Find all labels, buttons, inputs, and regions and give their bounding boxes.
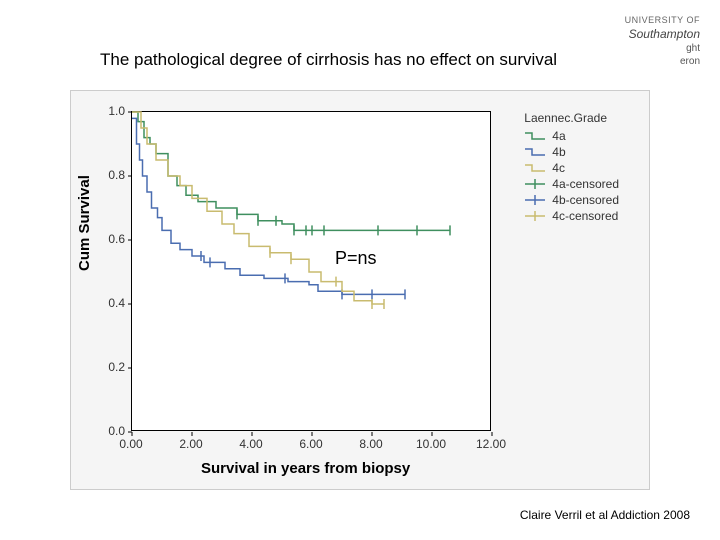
uni-name: Southampton <box>625 27 700 43</box>
x-tick-label: 8.00 <box>351 437 391 451</box>
legend-label: 4c-censored <box>552 209 618 223</box>
legend-censor-icon <box>524 194 546 206</box>
p-value-annotation: P=ns <box>335 248 377 269</box>
legend-item: 4c-censored <box>524 209 619 223</box>
legend-label: 4b <box>552 145 565 159</box>
survival-chart: Cum Survival Survival in years from biop… <box>70 90 650 490</box>
chart-legend: Laennec.Grade 4a 4b 4c 4a-censored 4b-censor… <box>524 111 619 225</box>
x-tick-label: 10.00 <box>411 437 451 451</box>
y-tick-label: 0.4 <box>95 296 125 310</box>
x-tick-label: 4.00 <box>231 437 271 451</box>
legend-step-icon <box>524 162 546 174</box>
legend-censor-icon <box>524 210 546 222</box>
legend-item: 4a <box>524 129 619 143</box>
plot-area <box>131 111 491 431</box>
header-fragment: UNIVERSITY OF Southampton ght eron <box>625 15 700 68</box>
x-tick-label: 6.00 <box>291 437 331 451</box>
y-tick-label: 0.8 <box>95 168 125 182</box>
x-tick-label: 0.00 <box>111 437 151 451</box>
y-tick-label: 0.0 <box>95 424 125 438</box>
legend-censor-icon <box>524 178 546 190</box>
legend-item: 4b <box>524 145 619 159</box>
legend-title: Laennec.Grade <box>524 111 619 125</box>
y-tick-label: 0.6 <box>95 232 125 246</box>
frag-line-1: ght <box>625 42 700 55</box>
legend-label: 4c <box>552 161 565 175</box>
citation: Claire Verril et al Addiction 2008 <box>520 508 690 522</box>
y-tick-label: 1.0 <box>95 104 125 118</box>
legend-label: 4a <box>552 129 565 143</box>
page-title: The pathological degree of cirrhosis has… <box>100 50 557 70</box>
legend-item: 4c <box>524 161 619 175</box>
x-tick-label: 12.00 <box>471 437 511 451</box>
x-tick-label: 2.00 <box>171 437 211 451</box>
legend-step-icon <box>524 146 546 158</box>
legend-step-icon <box>524 130 546 142</box>
legend-item: 4b-censored <box>524 193 619 207</box>
legend-label: 4b-censored <box>552 193 619 207</box>
x-axis-label: Survival in years from biopsy <box>201 460 410 477</box>
y-tick-label: 0.2 <box>95 360 125 374</box>
legend-item: 4a-censored <box>524 177 619 191</box>
y-axis-label: Cum Survival <box>76 175 93 271</box>
uni-of: UNIVERSITY OF <box>625 15 700 27</box>
legend-label: 4a-censored <box>552 177 619 191</box>
frag-line-2: eron <box>625 55 700 68</box>
